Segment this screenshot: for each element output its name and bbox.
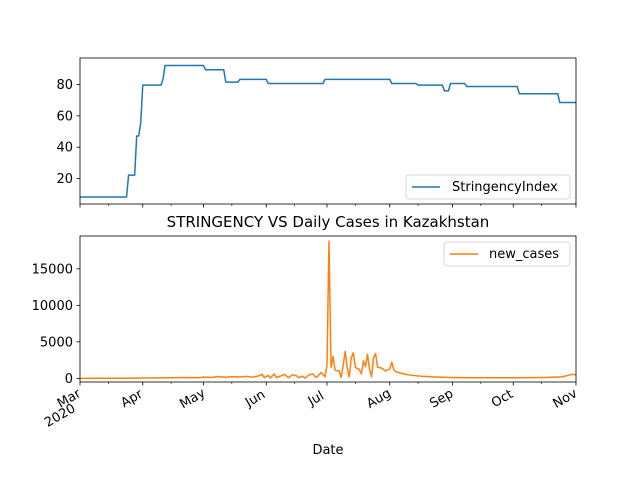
cases-lines (79, 240, 577, 380)
y-tick-label: 60 (56, 109, 73, 124)
chart-title: STRINGENCY VS Daily Cases in Kazakhstan (167, 213, 490, 231)
stringency-legend: StringencyIndex (405, 174, 571, 200)
y-tick-label: 20 (56, 172, 73, 187)
y-tick-label: 15000 (32, 262, 73, 277)
x-axis-label: Date (312, 443, 343, 458)
stringency-legend-label: StringencyIndex (452, 180, 558, 195)
cases-legend-label: new_cases (489, 247, 559, 262)
stringency-x-ticks (79, 204, 577, 208)
stringency-legend-box (405, 174, 571, 200)
y-tick-label: 0 (65, 372, 73, 387)
series-line-stringencyindex (80, 64, 576, 198)
cases-legend: new_cases (443, 241, 571, 267)
cases-legend-box (443, 241, 571, 267)
series-line-new-cases (79, 240, 577, 380)
stringency-lines (80, 64, 576, 198)
y-tick-label: 5000 (40, 335, 73, 350)
stringency-axes-frame (79, 57, 577, 205)
y-tick-label: 40 (56, 141, 73, 156)
cases-axes-frame (79, 235, 577, 383)
cases-y-ticks: 0 5000 10000 15000 (32, 262, 80, 387)
y-tick-label: 80 (56, 78, 73, 93)
stringency-panel: 20 40 60 80 StringencyIndex (56, 57, 577, 208)
x-tick-label: Jul (305, 389, 327, 410)
stringency-y-ticks: 20 40 60 80 (56, 78, 80, 187)
y-tick-label: 10000 (32, 299, 73, 314)
